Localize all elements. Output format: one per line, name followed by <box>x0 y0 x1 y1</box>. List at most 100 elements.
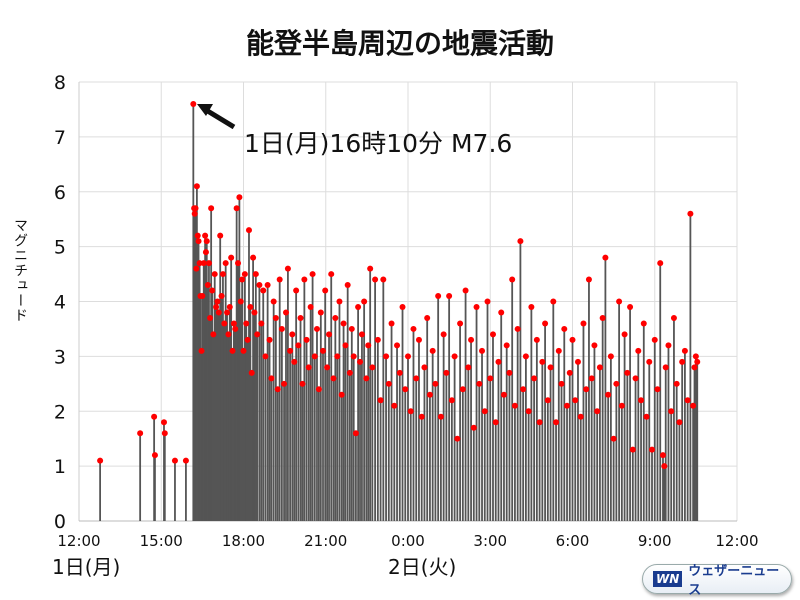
data-point <box>309 271 316 278</box>
day-label-1: 1日(月) <box>52 555 121 579</box>
data-point <box>539 358 546 365</box>
data-point <box>580 320 587 327</box>
data-point <box>511 402 518 409</box>
data-point <box>421 364 428 371</box>
data-point <box>281 380 288 387</box>
x-tick-label: 21:00 <box>304 532 347 550</box>
data-point <box>684 397 691 404</box>
points <box>97 100 701 470</box>
data-point <box>679 358 686 365</box>
data-point <box>322 287 329 294</box>
data-point <box>262 353 269 360</box>
data-point <box>192 205 199 212</box>
data-point <box>229 347 236 354</box>
data-point <box>191 210 198 217</box>
data-point <box>588 375 595 382</box>
x-tick-labels: 12:00 15:00 18:00 21:00 0:00 3:00 6:00 9:00 12:0… <box>57 532 758 550</box>
y-tick-label: 8 <box>54 72 66 94</box>
data-point <box>476 380 483 387</box>
data-point <box>500 391 507 398</box>
data-point <box>315 386 322 393</box>
data-point <box>282 309 289 316</box>
data-point <box>492 419 499 426</box>
data-point <box>217 232 224 239</box>
data-point <box>550 298 557 305</box>
data-point <box>391 402 398 409</box>
data-point <box>195 238 202 245</box>
data-point <box>266 336 273 343</box>
data-point <box>555 347 562 354</box>
data-point <box>646 358 653 365</box>
data-point <box>210 331 217 338</box>
data-point <box>459 386 466 393</box>
data-point <box>233 205 240 212</box>
data-point <box>681 347 688 354</box>
data-point <box>295 342 302 349</box>
data-point <box>451 353 458 360</box>
data-point <box>448 397 455 404</box>
data-point <box>605 391 612 398</box>
data-point <box>235 260 242 267</box>
day-label-2: 2日(火) <box>388 555 457 579</box>
data-point <box>221 320 228 327</box>
data-point <box>627 303 634 310</box>
data-point <box>661 463 668 470</box>
data-point <box>498 309 505 316</box>
data-point <box>649 446 656 453</box>
data-point <box>522 353 529 360</box>
data-point <box>443 369 450 376</box>
data-point <box>405 353 411 360</box>
y-tick-label: 4 <box>54 292 66 314</box>
data-point <box>225 331 232 338</box>
data-point <box>383 353 390 360</box>
data-point <box>215 309 222 316</box>
data-point <box>659 452 666 459</box>
data-point <box>97 457 104 464</box>
data-point <box>399 303 406 310</box>
data-point <box>583 386 590 393</box>
data-point <box>457 320 464 327</box>
data-point <box>291 358 298 365</box>
data-point <box>572 397 579 404</box>
data-point <box>222 260 229 267</box>
data-point <box>352 430 359 437</box>
data-point <box>239 276 246 283</box>
data-point <box>692 353 699 360</box>
data-point <box>487 375 494 382</box>
data-point <box>224 309 231 316</box>
data-point <box>525 408 532 415</box>
data-point <box>256 282 263 289</box>
data-point <box>594 408 601 415</box>
data-point <box>618 402 625 409</box>
data-point <box>237 298 244 305</box>
data-point <box>690 402 697 409</box>
data-point <box>232 325 239 332</box>
data-point <box>432 380 439 387</box>
data-point <box>426 391 433 398</box>
data-point <box>199 293 206 300</box>
data-point <box>668 408 675 415</box>
data-point <box>599 314 606 321</box>
data-point <box>363 375 370 382</box>
data-point <box>544 397 551 404</box>
data-point <box>260 287 267 294</box>
data-point <box>193 183 200 190</box>
data-point <box>182 457 189 464</box>
data-point <box>365 342 372 349</box>
data-point <box>340 320 347 327</box>
data-point <box>320 347 327 354</box>
data-point <box>372 276 379 283</box>
y-tick-label: 7 <box>54 127 66 149</box>
data-point <box>214 298 221 305</box>
data-point <box>357 358 364 365</box>
data-point <box>268 375 275 382</box>
data-point <box>484 298 491 305</box>
y-tick-labels: 0 1 2 3 4 5 6 7 8 <box>54 72 66 533</box>
data-point <box>673 380 680 387</box>
data-point <box>211 271 218 278</box>
data-point <box>638 397 645 404</box>
data-point <box>610 435 617 442</box>
data-point <box>533 336 540 343</box>
data-point <box>394 342 401 349</box>
